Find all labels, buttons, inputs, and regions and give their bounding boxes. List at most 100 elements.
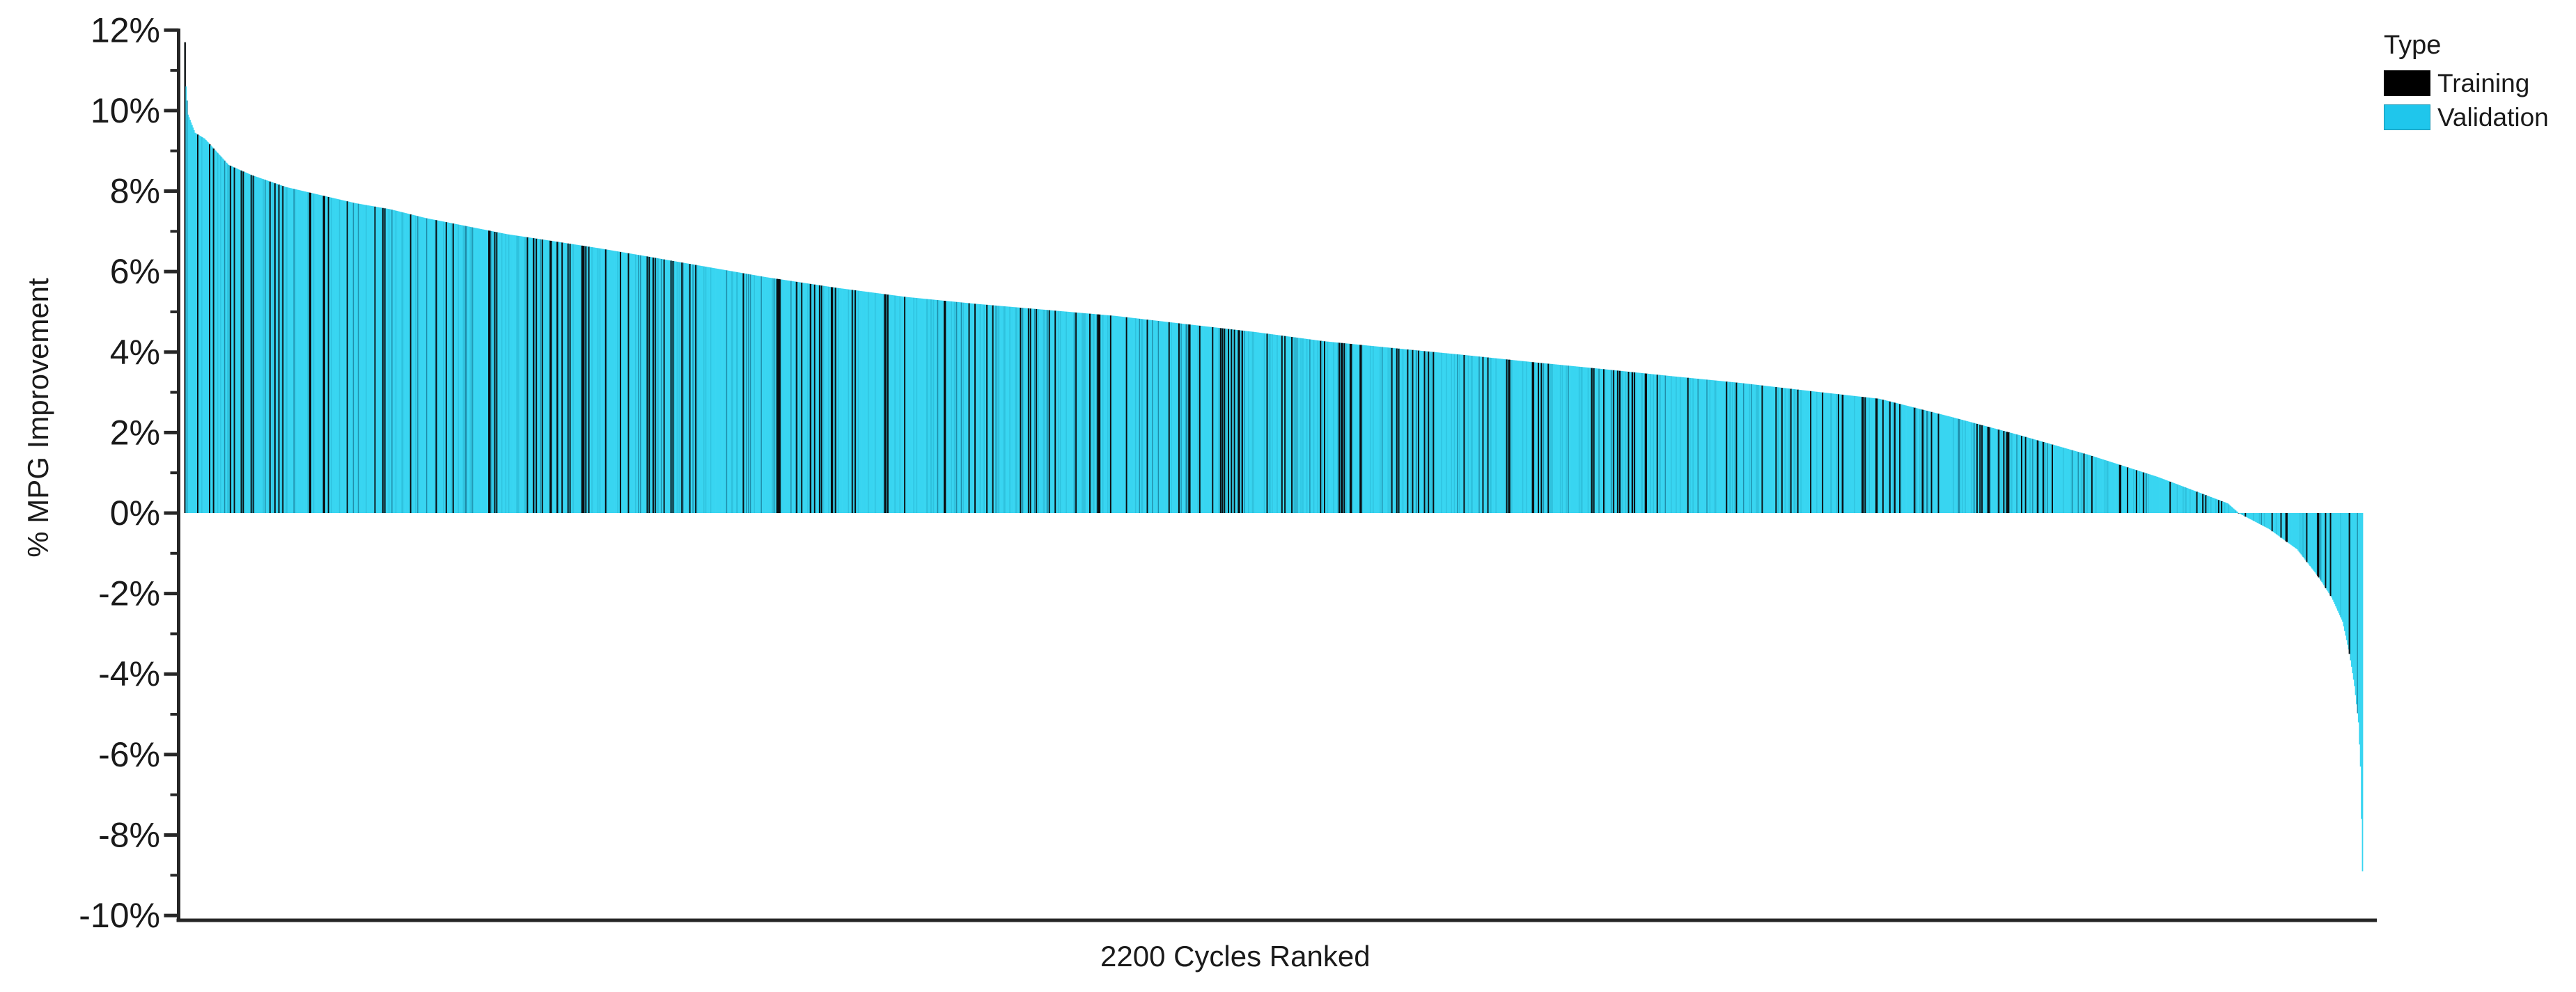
validation-bar [2124, 466, 2126, 513]
validation-bar [1765, 386, 1766, 513]
validation-bar [2000, 430, 2002, 513]
validation-bar [2160, 478, 2162, 513]
validation-bar [1528, 361, 1530, 513]
validation-bar [1784, 388, 1786, 513]
validation-bar [1843, 395, 1845, 513]
validation-bar [1804, 390, 1806, 513]
validation-bar [1887, 401, 1889, 513]
validation-bar [316, 194, 318, 513]
validation-bar [539, 239, 540, 513]
validation-bar [462, 225, 463, 513]
validation-bar [1709, 379, 1711, 513]
validation-bar [431, 219, 432, 513]
validation-bar [925, 299, 927, 513]
validation-bar [1758, 385, 1760, 513]
validation-bar [1965, 420, 1967, 513]
validation-bar [1519, 361, 1521, 513]
validation-bar [715, 268, 717, 513]
validation-bar [889, 294, 891, 513]
validation-bar [493, 231, 495, 513]
validation-bar [1604, 369, 1606, 513]
validation-bar [2198, 492, 2200, 513]
validation-bar [633, 254, 634, 513]
validation-bar [1061, 311, 1063, 513]
validation-bar [1937, 413, 1939, 513]
validation-bar [2063, 448, 2066, 513]
validation-bar [1279, 335, 1281, 513]
validation-bar [1809, 391, 1811, 513]
validation-bar [2164, 480, 2167, 513]
validation-bar [2167, 480, 2169, 513]
validation-bar [276, 184, 278, 513]
validation-bar [786, 280, 788, 513]
validation-bar [1077, 313, 1079, 513]
validation-bar [737, 272, 739, 513]
validation-bar [366, 205, 367, 513]
validation-bar [1512, 360, 1514, 513]
validation-bar [1910, 407, 1912, 513]
validation-bar [1884, 400, 1887, 513]
validation-bar [364, 205, 366, 513]
validation-bar [781, 279, 783, 513]
validation-bar [2303, 513, 2305, 558]
validation-bar [1409, 349, 1411, 513]
validation-bar [2234, 509, 2235, 513]
validation-bar [343, 200, 345, 513]
validation-bar [604, 249, 606, 513]
validation-bar [789, 281, 791, 513]
validation-bar [1301, 338, 1303, 513]
validation-bar [1770, 386, 1772, 513]
validation-bar [226, 162, 228, 513]
validation-bar [2031, 439, 2033, 513]
validation-bar [2068, 449, 2070, 513]
validation-bar [2206, 495, 2208, 513]
validation-bar [281, 185, 283, 513]
validation-bar [721, 269, 723, 513]
validation-bar [556, 242, 557, 513]
validation-bar [1293, 337, 1294, 513]
validation-bar [2058, 446, 2059, 513]
validation-bar [1153, 320, 1155, 513]
validation-bar [227, 164, 228, 513]
validation-bar [978, 304, 981, 513]
validation-bar [1848, 395, 1850, 513]
validation-bar [1666, 375, 1669, 513]
training-bar [2091, 455, 2093, 513]
validation-bar [1446, 353, 1448, 513]
validation-bar [2230, 505, 2232, 513]
validation-bar [1404, 349, 1406, 513]
validation-bar [697, 265, 699, 513]
validation-bar [749, 274, 751, 513]
validation-bar [558, 242, 559, 513]
validation-bar [1176, 323, 1178, 513]
training-bar [1027, 308, 1030, 513]
training-bar [663, 259, 666, 513]
validation-bar [2185, 487, 2186, 513]
validation-bar [2096, 457, 2098, 513]
validation-bar [2293, 513, 2295, 547]
validation-bar [1761, 385, 1763, 513]
validation-bar [354, 203, 355, 513]
training-bar [2202, 494, 2204, 513]
validation-bar [239, 169, 240, 514]
validation-bar [1885, 400, 1887, 513]
validation-bar [1777, 387, 1779, 513]
validation-bar [2054, 445, 2056, 513]
validation-bar [2189, 489, 2191, 513]
validation-bar [428, 219, 430, 513]
validation-bar [263, 179, 265, 513]
validation-bar [798, 282, 800, 513]
validation-bar [747, 274, 749, 513]
validation-bar [1763, 386, 1765, 513]
validation-bar [469, 226, 470, 513]
training-bar [1533, 362, 1535, 513]
validation-bar [1524, 361, 1526, 513]
validation-bar [531, 237, 533, 513]
validation-bar [1070, 312, 1071, 513]
validation-bar [653, 258, 655, 513]
validation-bar [559, 242, 561, 513]
validation-bar [687, 263, 689, 513]
validation-bar [1836, 393, 1838, 513]
validation-bar [414, 215, 416, 513]
validation-bar [850, 290, 852, 513]
